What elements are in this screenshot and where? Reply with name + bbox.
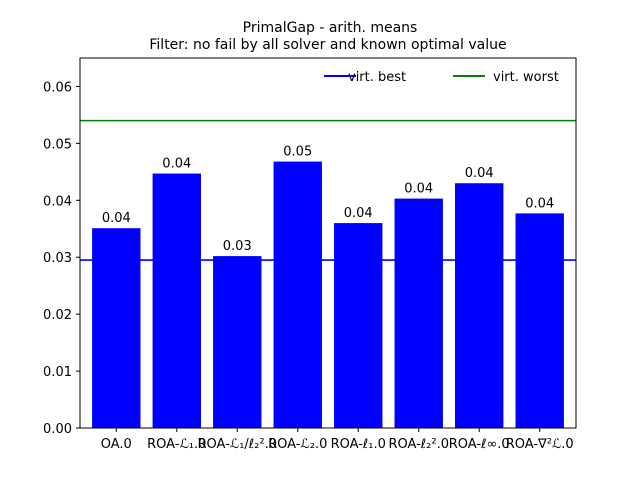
y-tick-label: 0.05 bbox=[43, 137, 72, 152]
chart-title: PrimalGap - arith. means bbox=[243, 20, 418, 36]
plot-frame bbox=[79, 57, 577, 429]
x-tick-label: ROA-ℒ₂.0 bbox=[268, 437, 327, 452]
legend-label: virt. worst bbox=[493, 70, 559, 85]
y-tick-label: 0.04 bbox=[43, 194, 72, 209]
bar bbox=[92, 228, 141, 428]
chart-subtitle: Filter: no fail by all solver and known … bbox=[149, 37, 506, 53]
bar-labels: 0.04 0.04 0.03 0.05 0.04 0.04 0.04 0.04 bbox=[102, 145, 554, 254]
x-tick-label: ROA-ℓ₁.0 bbox=[331, 437, 386, 452]
x-tick-label: ROA-ℓ₂².0 bbox=[388, 437, 449, 452]
x-tick-label: OA.0 bbox=[101, 437, 132, 452]
y-tick-label: 0.03 bbox=[43, 251, 72, 266]
y-axis: 0.00 0.01 0.02 0.03 0.04 0.05 0.06 bbox=[43, 80, 80, 437]
bar-value-label: 0.04 bbox=[344, 206, 373, 221]
bar-value-label: 0.04 bbox=[102, 211, 131, 226]
bar-value-label: 0.04 bbox=[404, 182, 433, 197]
y-tick-label: 0.01 bbox=[43, 365, 72, 380]
bar-value-label: 0.03 bbox=[223, 239, 252, 254]
bar bbox=[515, 213, 564, 428]
legend: virt. best virt. worst bbox=[324, 70, 559, 85]
y-tick-label: 0.00 bbox=[43, 422, 72, 437]
x-tick-label: ROA-ℒ₁.0 bbox=[147, 437, 206, 452]
bar bbox=[273, 161, 322, 428]
x-tick-label: ROA-ℒ₁/ℓ₂².0 bbox=[198, 437, 278, 452]
bar bbox=[334, 223, 383, 428]
bar-value-label: 0.05 bbox=[283, 145, 312, 160]
x-tick-label: ROA-ℓ∞.0 bbox=[449, 437, 510, 452]
x-tick-label: ROA-∇²ℒ.0 bbox=[506, 437, 574, 452]
y-tick-label: 0.06 bbox=[43, 80, 72, 95]
bar bbox=[455, 183, 504, 428]
bars bbox=[92, 161, 564, 428]
bar bbox=[213, 256, 262, 428]
bar bbox=[394, 198, 443, 428]
bar-value-label: 0.04 bbox=[162, 157, 191, 172]
y-tick-label: 0.02 bbox=[43, 308, 72, 323]
bar bbox=[152, 173, 201, 428]
bar-value-label: 0.04 bbox=[525, 196, 554, 211]
bar-value-label: 0.04 bbox=[465, 166, 494, 181]
legend-label: virt. best bbox=[348, 70, 406, 85]
